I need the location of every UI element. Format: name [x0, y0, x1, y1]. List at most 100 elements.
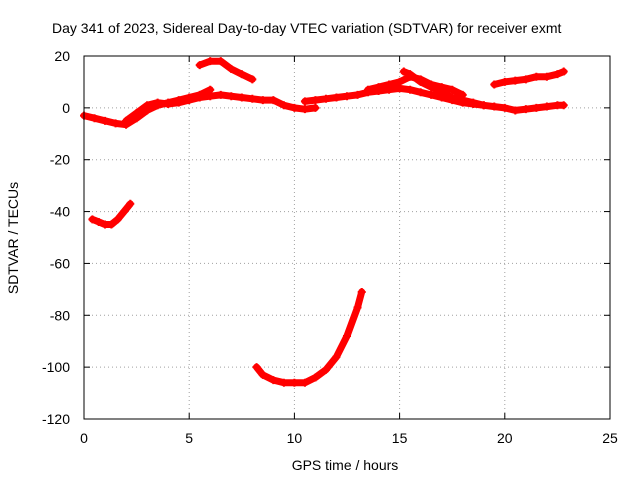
data-point — [252, 363, 261, 372]
data-point — [206, 57, 215, 66]
data-point — [321, 365, 330, 374]
x-axis-label: GPS time / hours — [292, 457, 399, 473]
y-tick-label: 0 — [62, 100, 70, 116]
data-point — [427, 83, 436, 92]
data-point — [206, 92, 215, 101]
data-point — [258, 96, 267, 105]
data-point — [511, 76, 520, 85]
data-point — [300, 105, 309, 114]
data-point — [258, 370, 267, 379]
data-point — [279, 378, 288, 387]
data-point — [458, 96, 467, 105]
data-point — [395, 77, 404, 86]
data-point — [94, 217, 103, 226]
data-point — [406, 85, 415, 94]
data-point — [143, 101, 152, 110]
y-tick-label: -60 — [50, 255, 70, 271]
data-point — [490, 102, 499, 111]
chart-title: Day 341 of 2023, Sidereal Day-to-day VTE… — [52, 20, 561, 36]
data-point — [427, 90, 436, 99]
series-arc-3 — [196, 57, 256, 83]
x-tick-label: 10 — [287, 430, 303, 446]
data-point — [132, 109, 141, 118]
data-point — [248, 75, 257, 84]
data-point — [559, 101, 568, 110]
data-point — [399, 67, 408, 76]
data-point — [119, 207, 128, 216]
data-point — [469, 98, 478, 107]
data-point — [343, 92, 351, 101]
x-tick-label: 25 — [602, 430, 618, 446]
data-point — [153, 98, 162, 107]
data-point — [500, 77, 509, 86]
data-point — [279, 101, 288, 110]
chart-series — [80, 57, 568, 387]
data-point — [216, 90, 225, 99]
data-point — [227, 92, 236, 101]
data-point — [364, 85, 373, 94]
data-point — [269, 376, 278, 385]
data-point — [448, 93, 457, 102]
data-point — [248, 94, 257, 103]
data-point — [448, 85, 457, 94]
data-point — [559, 67, 568, 76]
x-tick-label: 20 — [497, 430, 513, 446]
data-point — [374, 83, 383, 92]
data-point — [126, 199, 135, 208]
data-point — [490, 80, 499, 89]
data-point — [500, 103, 509, 112]
y-tick-label: 20 — [54, 48, 70, 64]
x-tick-label: 15 — [392, 430, 408, 446]
data-point — [406, 70, 415, 79]
data-point — [237, 93, 246, 102]
data-point — [113, 215, 122, 224]
data-point — [332, 352, 341, 361]
data-point — [174, 98, 183, 107]
data-point — [311, 103, 320, 112]
data-point — [532, 103, 541, 112]
data-point — [357, 287, 366, 296]
data-point — [237, 70, 246, 79]
data-point — [269, 96, 278, 105]
plot-frame — [83, 55, 611, 420]
data-point — [416, 88, 425, 97]
data-point — [353, 303, 362, 312]
data-point — [300, 378, 309, 387]
data-point — [300, 97, 309, 106]
data-point — [511, 106, 520, 115]
data-point — [343, 332, 351, 341]
data-point — [416, 77, 425, 86]
chart-grid — [84, 56, 610, 419]
y-tick-label: -20 — [50, 152, 70, 168]
data-point — [107, 220, 116, 229]
data-point — [521, 105, 530, 114]
x-tick-label: 0 — [80, 430, 88, 446]
data-point — [553, 70, 562, 79]
y-axis-label: SDTVAR / TECUs — [5, 182, 21, 294]
data-point — [311, 373, 320, 382]
data-point — [88, 215, 97, 224]
axis-ticks: 0 5 10 15 20 25 -120 -100 -80 -60 -40 -20 0 20 — [42, 48, 618, 446]
data-point — [353, 90, 362, 99]
data-point — [111, 119, 120, 128]
data-point — [290, 378, 299, 387]
data-point — [185, 96, 194, 105]
data-point — [195, 61, 204, 70]
data-point — [290, 103, 299, 112]
data-point — [542, 102, 551, 111]
data-point — [195, 93, 204, 102]
data-point — [90, 114, 99, 123]
data-point — [321, 94, 330, 103]
data-point — [532, 72, 541, 81]
data-point — [216, 57, 225, 66]
data-point — [101, 116, 110, 125]
data-point — [479, 101, 488, 110]
data-point — [542, 72, 551, 81]
series-arc-9 — [253, 288, 366, 387]
y-tick-label: -40 — [50, 204, 70, 220]
data-point — [122, 116, 131, 125]
data-point — [164, 99, 173, 108]
y-tick-label: -100 — [42, 359, 70, 375]
data-point — [311, 96, 320, 105]
